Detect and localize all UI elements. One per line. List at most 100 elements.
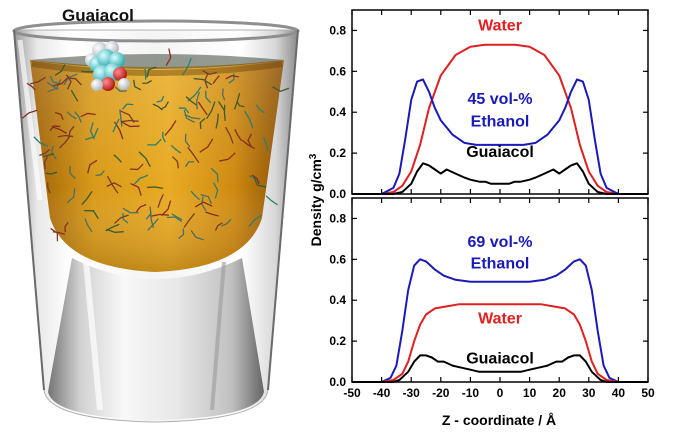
series-line-guaiacol — [352, 162, 648, 195]
ethanol-molecule — [178, 107, 190, 114]
ethanol-molecule — [114, 214, 129, 224]
x-tick-label: 40 — [612, 386, 626, 400]
ethanol-molecule — [70, 89, 79, 102]
ethanol-molecule — [113, 154, 123, 163]
glass-base — [48, 258, 264, 420]
ethanol-molecule — [65, 74, 72, 90]
ethanol-molecule — [52, 76, 70, 87]
ethanol-molecule — [212, 182, 219, 199]
ethanol-molecule — [204, 90, 212, 104]
ethanol-molecule — [218, 152, 236, 162]
ethanol-molecule — [199, 117, 206, 129]
ethanol-molecule — [95, 170, 105, 177]
ethanol-molecule-sticks — [21, 48, 290, 242]
ethanol-molecule — [171, 213, 183, 221]
ethanol-molecule — [187, 86, 202, 102]
y-tick-label: 0.6 — [329, 64, 346, 78]
ethanol-molecule — [234, 128, 243, 142]
ethanol-molecule — [133, 174, 149, 186]
y-tick-label: 0.4 — [329, 293, 346, 307]
x-tick-label: -10 — [462, 386, 480, 400]
y-tick-label: 0.6 — [329, 252, 346, 266]
x-tick-label: 20 — [553, 386, 567, 400]
ethanol-molecule — [233, 92, 241, 110]
ethanol-molecule — [210, 167, 219, 183]
ethanol-molecule — [26, 82, 36, 91]
ethanol-molecule — [228, 73, 235, 84]
ethanol-molecule — [84, 127, 99, 141]
ethanol-molecule — [49, 75, 60, 85]
x-tick-label: -20 — [432, 386, 450, 400]
y-tick-label: 0.8 — [329, 211, 346, 225]
x-tick-label: 0 — [497, 386, 504, 400]
ethanol-molecule — [47, 182, 51, 194]
bottom-density-panel: 0.0 0.2 0.4 0.6 0.8 -50 -40 -30 -20 -10 0 10 20 30 40 5… — [329, 197, 655, 400]
guaiacol-molecule — [85, 41, 130, 91]
y-tick-label: 0.2 — [329, 146, 346, 160]
ethanol-molecule — [171, 156, 180, 169]
ethanol-molecule — [202, 69, 217, 76]
ethanol-molecule — [181, 57, 192, 76]
series-annotation: 69 vol-% — [468, 234, 533, 251]
ethanol-molecule — [160, 101, 169, 111]
y-tick-label: 0.0 — [329, 187, 346, 201]
ethanol-molecule — [166, 216, 183, 223]
ethanol-molecule — [147, 218, 159, 231]
x-tick-label: 30 — [582, 386, 596, 400]
y-tick-label: 0.0 — [329, 375, 346, 389]
x-tick-label: -50 — [343, 386, 361, 400]
series-annotation: Ethanol — [471, 114, 530, 131]
ethanol-molecule — [46, 81, 59, 91]
ethanol-molecule — [142, 79, 152, 84]
ethanol-molecule — [122, 207, 139, 214]
ethanol-molecule — [106, 182, 122, 188]
series-annotation: Guaiacol — [466, 144, 534, 161]
ethanol-molecule — [244, 110, 254, 128]
ethanol-molecule — [196, 91, 200, 110]
ethanol-molecule — [193, 77, 213, 86]
ethanol-molecule — [165, 48, 172, 66]
ethanol-molecule — [58, 135, 71, 149]
ethanol-molecule — [201, 196, 207, 212]
ethanol-molecule — [33, 136, 49, 147]
ethanol-molecule — [185, 96, 197, 106]
x-axis-title: Z - coordinate / Å — [442, 412, 556, 428]
ethanol-molecule — [74, 111, 82, 123]
ethanol-molecule — [57, 134, 74, 138]
ethanol-molecule — [221, 218, 232, 227]
ethanol-molecule — [112, 118, 120, 133]
series-annotation: Water — [478, 311, 522, 328]
ethanol-molecule — [80, 112, 96, 118]
top-density-panel: 0.0 0.2 0.4 0.6 0.8 Water 45 vol-% Ethanol Guaia… — [329, 9, 649, 201]
ethanol-molecule — [49, 125, 61, 132]
y-axis-title: Density g/cm3 — [308, 153, 324, 246]
series-line-guaiacol — [352, 354, 648, 383]
y-tick-label: 0.2 — [329, 334, 346, 348]
ethanol-molecule — [132, 79, 142, 91]
ethanol-molecule — [214, 222, 223, 231]
ethanol-molecule — [255, 104, 265, 114]
ethanol-molecule — [147, 138, 162, 146]
ethanol-molecule — [272, 86, 290, 93]
ethanol-molecule — [265, 195, 278, 206]
ethanol-molecule — [43, 155, 49, 170]
ethanol-molecule — [114, 86, 127, 92]
series-annotation: Water — [478, 17, 522, 34]
ethanol-molecule — [151, 213, 169, 217]
ethanol-molecule — [120, 110, 135, 123]
ethanol-molecule — [51, 125, 67, 134]
ethanol-molecule — [215, 113, 219, 129]
ethanol-molecule — [212, 75, 220, 85]
ethanol-molecule — [21, 109, 38, 119]
ethanol-molecule — [54, 64, 66, 76]
y-tick-label: 0.4 — [329, 105, 346, 119]
ethanol-molecule — [130, 182, 142, 196]
ethanol-molecule — [30, 76, 46, 85]
ethanol-molecule — [187, 146, 200, 164]
ethanol-molecule — [183, 109, 195, 123]
ethanol-molecule — [190, 190, 200, 201]
ethanol-molecule — [217, 101, 225, 111]
ethanol-molecule — [147, 186, 164, 189]
ethanol-molecule — [45, 171, 58, 175]
ethanol-molecule — [66, 77, 82, 86]
